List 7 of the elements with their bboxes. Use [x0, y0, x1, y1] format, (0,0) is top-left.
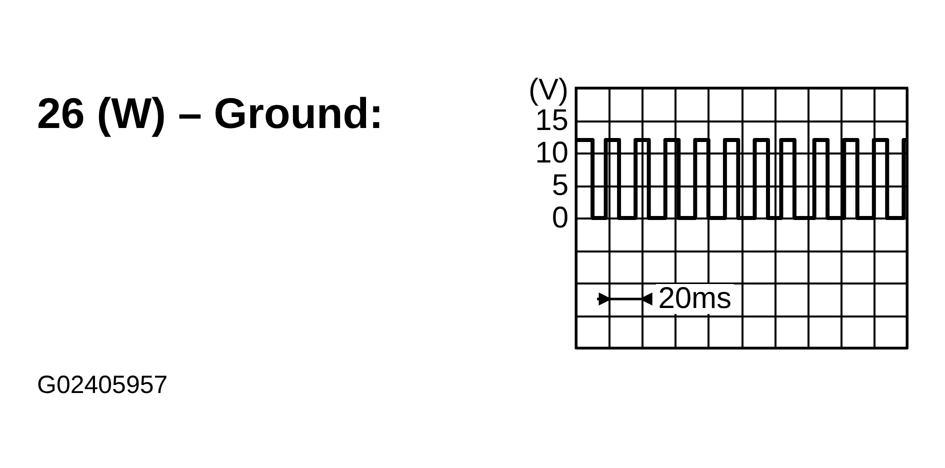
- y-tick-label: 0: [552, 202, 568, 234]
- text: 26 (W) – Ground:: [37, 90, 384, 138]
- annotation: 20ms: [656, 282, 734, 316]
- y-axis-title: (V): [528, 74, 568, 106]
- y-tick-label: 5: [552, 169, 568, 202]
- y-tick-label: 10: [535, 136, 568, 170]
- text: G02405957: [37, 371, 168, 399]
